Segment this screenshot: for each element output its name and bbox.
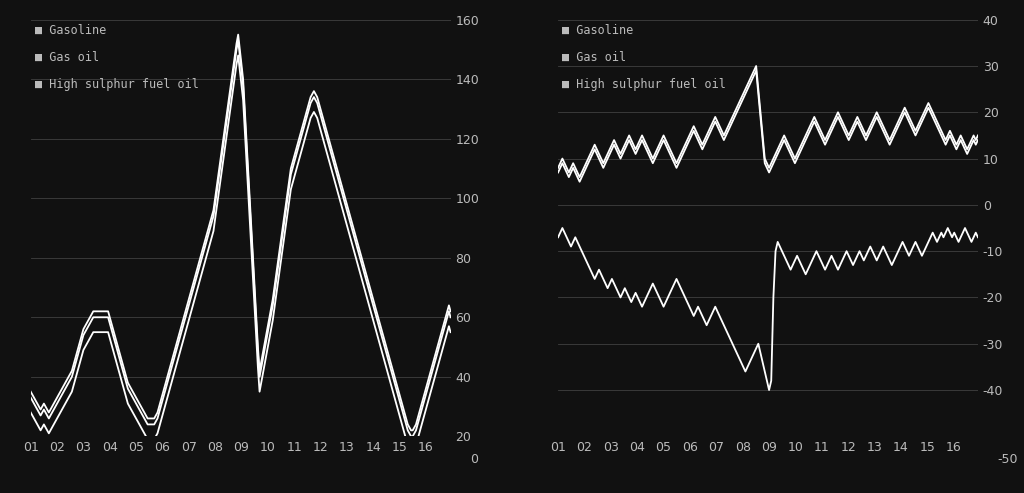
Text: ■ High sulphur fuel oil: ■ High sulphur fuel oil bbox=[562, 78, 726, 91]
Text: ■ Gasoline: ■ Gasoline bbox=[35, 24, 106, 37]
Text: -50: -50 bbox=[997, 453, 1018, 466]
Text: ■ Gasoline: ■ Gasoline bbox=[562, 24, 634, 37]
Text: ■ Gas oil: ■ Gas oil bbox=[562, 51, 627, 64]
Text: 0: 0 bbox=[470, 453, 477, 466]
Text: ■ Gas oil: ■ Gas oil bbox=[35, 51, 99, 64]
Text: ■ High sulphur fuel oil: ■ High sulphur fuel oil bbox=[35, 78, 199, 91]
